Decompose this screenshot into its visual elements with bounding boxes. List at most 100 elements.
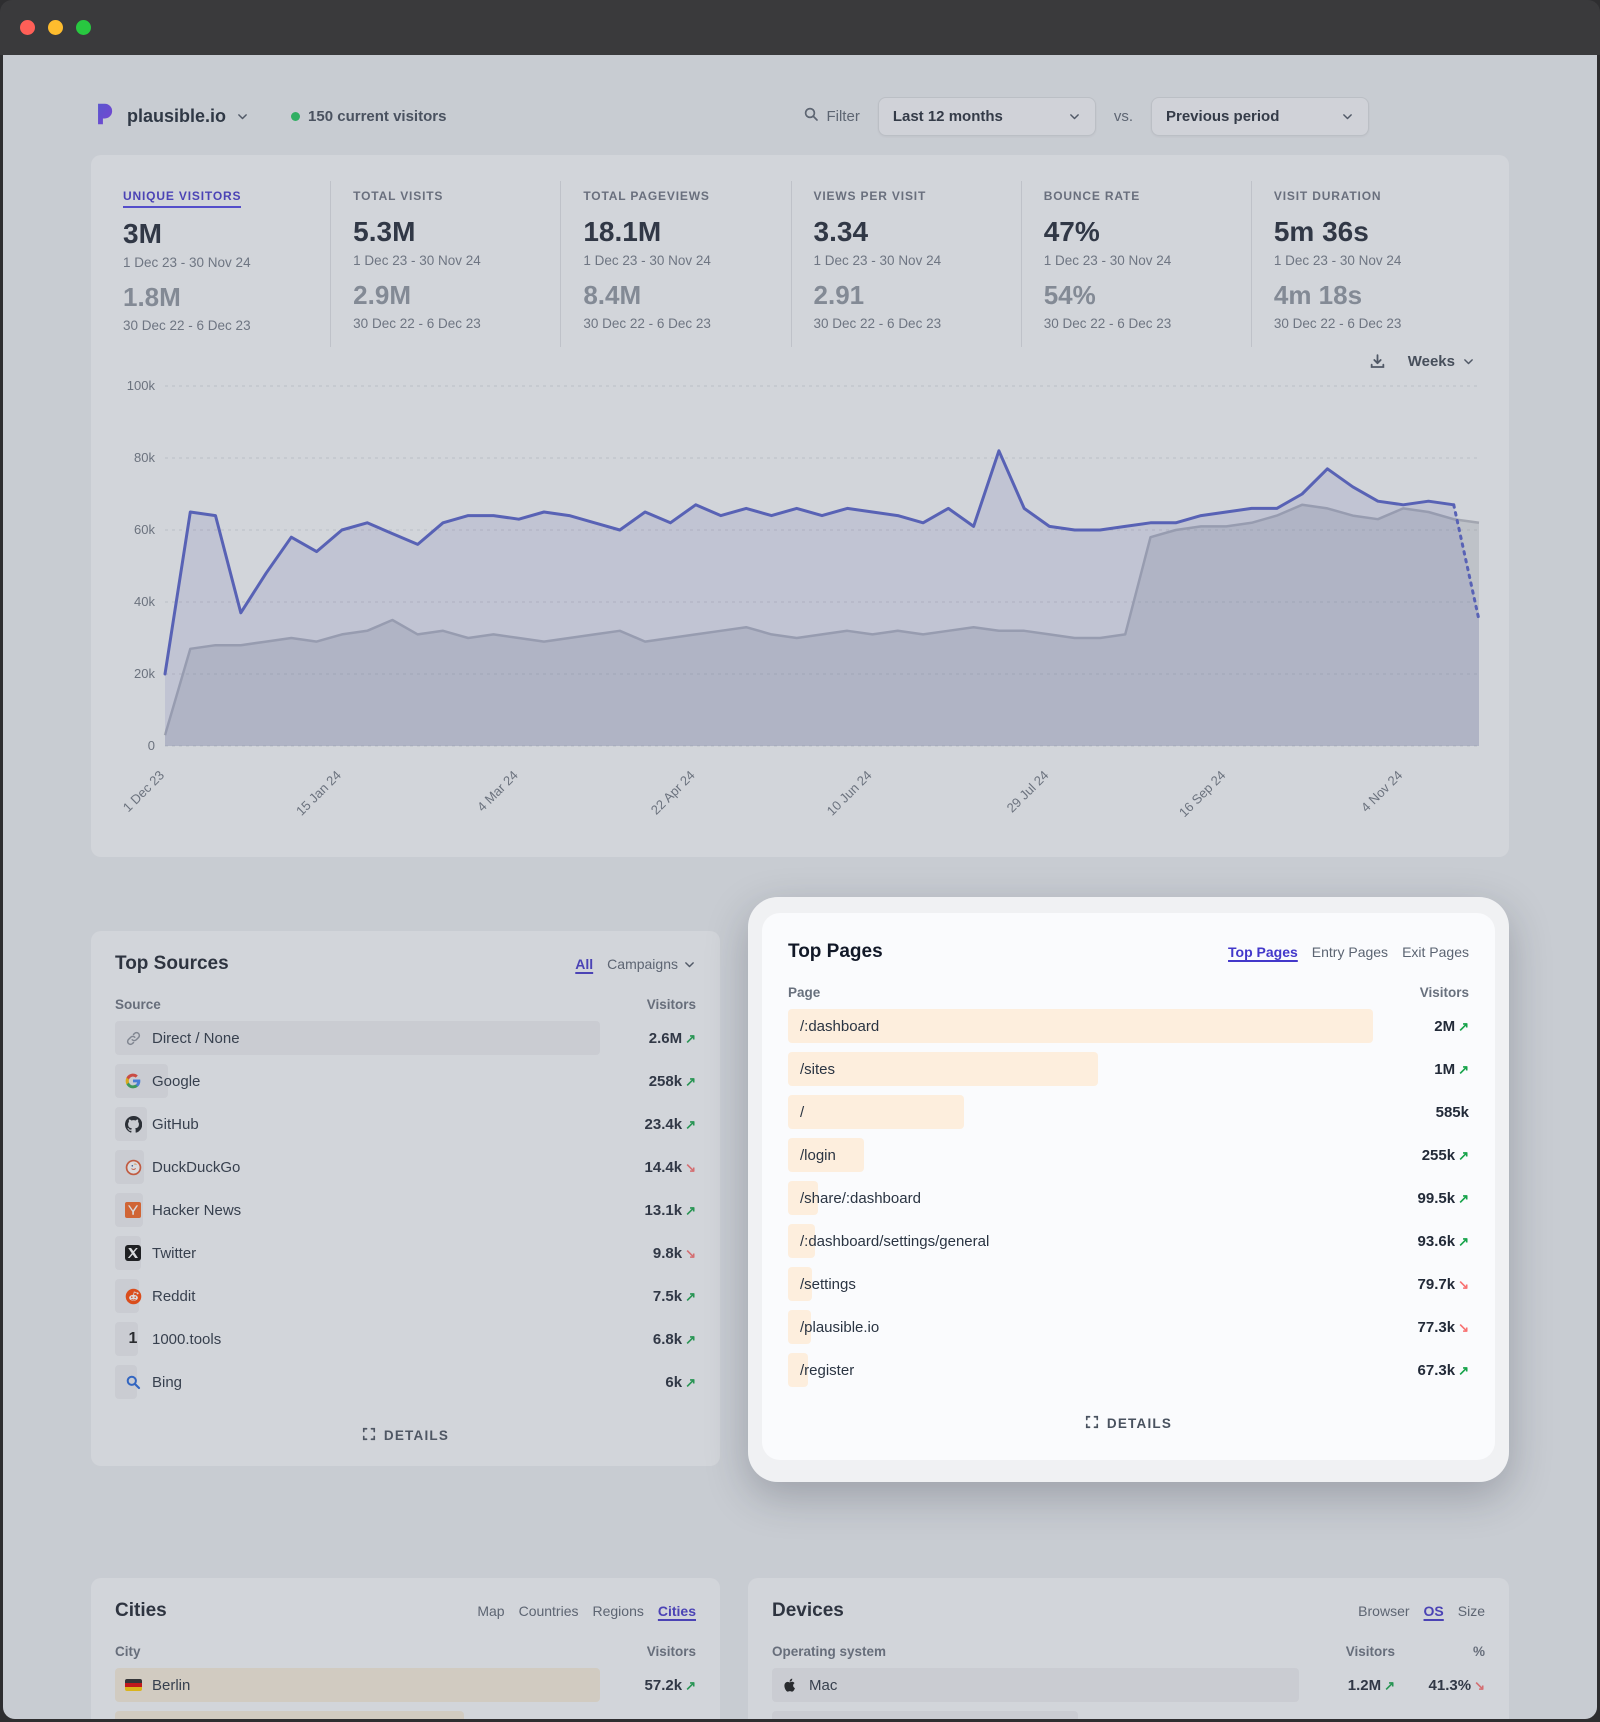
bar-zone: /sites <box>788 1052 1373 1086</box>
flag-de-icon <box>124 1679 142 1691</box>
list-item-paris[interactable]: Paris41.3k↗ <box>115 1711 696 1719</box>
tab-browser[interactable]: Browser <box>1358 1603 1410 1619</box>
stat-total-visits[interactable]: TOTAL VISITS 5.3M 1 Dec 23 - 30 Nov 24 2.9M… <box>330 181 560 347</box>
visitors-chart[interactable]: 100k 80k 60k 40k 20k 0 1 Dec 23 15 Jan 24 4 Mar … <box>119 372 1487 842</box>
compare-select[interactable]: Previous period <box>1151 96 1369 136</box>
svg-text:29 Jul 24: 29 Jul 24 <box>1004 768 1052 816</box>
stat-bounce-rate[interactable]: BOUNCE RATE 47% 1 Dec 23 - 30 Nov 24 54% 30 … <box>1020 181 1251 347</box>
tab-countries[interactable]: Countries <box>518 1603 579 1619</box>
row-label: /settings <box>800 1275 856 1293</box>
bar-zone: /plausible.io <box>788 1310 1373 1344</box>
list-item-item[interactable]: / 585k <box>788 1095 1469 1129</box>
row-label: /:dashboard/settings/general <box>800 1232 990 1250</box>
list-item-google[interactable]: Google 258k ↗ <box>115 1064 696 1098</box>
stat-unique-visitors[interactable]: UNIQUE VISITORS 3M 1 Dec 23 - 30 Nov 24 1.8… <box>119 181 330 347</box>
row-label: /login <box>800 1146 836 1164</box>
stat-views-per-visit[interactable]: VIEWS PER VISIT 3.34 1 Dec 23 - 30 Nov 24 2… <box>790 181 1021 347</box>
bar-zone: /settings <box>788 1267 1373 1301</box>
search-icon <box>803 106 819 126</box>
row-label: Berlin <box>152 1676 191 1694</box>
list-item-reddit[interactable]: Reddit 7.5k ↗ <box>115 1279 696 1313</box>
svg-text:10 Jun 24: 10 Jun 24 <box>824 768 875 819</box>
tab-regions[interactable]: Regions <box>592 1603 644 1619</box>
window-close-button[interactable] <box>20 20 35 35</box>
row-label: Reddit <box>152 1287 196 1305</box>
current-visitors-link[interactable]: 150 current visitors <box>291 108 446 125</box>
row-value: 99.5k ↗ <box>1417 1189 1469 1207</box>
list-item-hacker-news[interactable]: Hacker News 13.1k ↗ <box>115 1193 696 1227</box>
bar-zone: Google <box>115 1064 600 1098</box>
top-sources-details-button[interactable]: DETAILS <box>115 1419 696 1446</box>
list-item-direct-none[interactable]: Direct / None 2.6M ↗ <box>115 1021 696 1055</box>
trend-up-icon: ↗ <box>685 1202 696 1218</box>
stat-range: 1 Dec 23 - 30 Nov 24 <box>1273 253 1402 268</box>
trend-down-icon: ↘ <box>1474 1677 1485 1693</box>
row-value: 255k ↗ <box>1421 1146 1469 1164</box>
period-value: Last 12 months <box>892 107 1003 125</box>
top-pages-details-button[interactable]: DETAILS <box>788 1407 1469 1434</box>
row-value: 79.7k ↘ <box>1417 1275 1469 1293</box>
value-bar <box>115 1711 465 1719</box>
bar-zone: iOSiOS <box>772 1711 1299 1719</box>
list-item-ios[interactable]: iOSiOS703k↗22.9%↗ <box>772 1711 1485 1719</box>
row-value: 57.2k ↗ <box>644 1676 696 1694</box>
stat-visit-duration[interactable]: VISIT DURATION 5m 36s 1 Dec 23 - 30 Nov 24… <box>1250 181 1481 347</box>
window-zoom-button[interactable] <box>76 20 91 35</box>
hackernews-icon <box>124 1202 142 1218</box>
tab-map[interactable]: Map <box>477 1603 505 1619</box>
tab-all[interactable]: All <box>575 956 594 972</box>
tab-exit-pages[interactable]: Exit Pages <box>1402 944 1469 960</box>
row-value: 2.6M ↗ <box>648 1029 696 1047</box>
tab-entry-pages[interactable]: Entry Pages <box>1311 944 1389 960</box>
svg-text:16 Sep 24: 16 Sep 24 <box>1176 768 1229 821</box>
filter-button[interactable]: Filter <box>803 106 860 126</box>
row-value: 6k ↗ <box>665 1373 696 1391</box>
trend-up-icon: ↗ <box>1458 1233 1469 1249</box>
list-item-mac[interactable]: Mac 1.2M ↗ 41.3% ↘ <box>772 1668 1485 1702</box>
list-item-register[interactable]: /register 67.3k ↗ <box>788 1353 1469 1387</box>
tab-top-pages[interactable]: Top Pages <box>1228 944 1298 960</box>
bar-zone: Twitter <box>115 1236 600 1270</box>
bar-zone: / <box>788 1095 1373 1129</box>
devices-title: Devices <box>772 1600 844 1621</box>
stat-prev-value: 4m 18s <box>1273 280 1363 310</box>
tab-os[interactable]: OS <box>1423 1603 1444 1619</box>
svg-text:15 Jan 24: 15 Jan 24 <box>293 768 344 819</box>
list-item-dashboard-settings-general[interactable]: /:dashboard/settings/general 93.6k ↗ <box>788 1224 1469 1258</box>
list-item-github[interactable]: GitHub 23.4k ↗ <box>115 1107 696 1141</box>
period-select[interactable]: Last 12 months <box>877 96 1096 136</box>
window-minimize-button[interactable] <box>48 20 63 35</box>
svg-text:60k: 60k <box>134 522 155 537</box>
stat-label: UNIQUE VISITORS <box>123 189 242 208</box>
list-item-sites[interactable]: /sites 1M ↗ <box>788 1052 1469 1086</box>
list-item-twitter[interactable]: Twitter 9.8k ↘ <box>115 1236 696 1270</box>
tab-size[interactable]: Size <box>1457 1603 1485 1619</box>
stat-value: 3M <box>123 218 162 249</box>
list-item-share-dashboard[interactable]: /share/:dashboard 99.5k ↗ <box>788 1181 1469 1215</box>
stat-prev-value: 54% <box>1043 280 1096 310</box>
list-item-settings[interactable]: /settings 79.7k ↘ <box>788 1267 1469 1301</box>
svg-text:40k: 40k <box>134 594 155 609</box>
row-value: 258k ↗ <box>648 1072 696 1090</box>
list-item-1000-tools[interactable]: 1 1000.tools 6.8k ↗ <box>115 1322 696 1356</box>
top-sources-tabs: All Campaigns <box>575 956 696 972</box>
bar-zone: DuckDuckGo <box>115 1150 600 1184</box>
tab-campaigns[interactable]: Campaigns <box>607 956 696 972</box>
download-icon[interactable] <box>1369 353 1386 370</box>
row-label: /:dashboard <box>800 1017 880 1035</box>
stat-total-pageviews[interactable]: TOTAL PAGEVIEWS 18.1M 1 Dec 23 - 30 Nov 24… <box>560 181 790 347</box>
list-item-berlin[interactable]: Berlin 57.2k ↗ <box>115 1668 696 1702</box>
value-bar <box>115 1064 169 1098</box>
cities-panel: Cities Map Countries Regions Cities City Vi… <box>91 1578 720 1719</box>
tab-cities[interactable]: Cities <box>657 1603 696 1619</box>
list-item-dashboard[interactable]: /:dashboard 2M ↗ <box>788 1009 1469 1043</box>
site-switcher[interactable]: plausible.io <box>91 101 249 132</box>
stat-value: 3.34 <box>813 216 869 247</box>
value-bar <box>788 1138 865 1172</box>
list-item-duckduckgo[interactable]: DuckDuckGo 14.4k ↘ <box>115 1150 696 1184</box>
list-item-login[interactable]: /login 255k ↗ <box>788 1138 1469 1172</box>
list-item-bing[interactable]: Bing 6k ↗ <box>115 1365 696 1399</box>
interval-select[interactable]: Weeks <box>1408 353 1475 370</box>
svg-text:100k: 100k <box>127 378 156 393</box>
list-item-plausible-io[interactable]: /plausible.io 77.3k ↘ <box>788 1310 1469 1344</box>
